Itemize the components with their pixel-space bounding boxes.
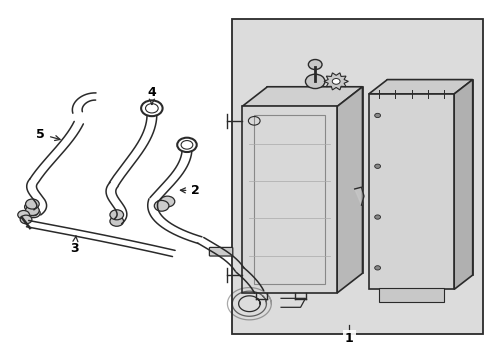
Polygon shape [336, 87, 362, 293]
Circle shape [374, 164, 380, 168]
Circle shape [27, 204, 35, 210]
Circle shape [154, 201, 168, 211]
Circle shape [30, 210, 38, 216]
Polygon shape [354, 187, 363, 205]
Circle shape [374, 113, 380, 118]
FancyBboxPatch shape [209, 247, 232, 256]
FancyBboxPatch shape [232, 19, 483, 334]
Text: 3: 3 [70, 236, 79, 255]
Circle shape [27, 208, 40, 218]
Text: 5: 5 [36, 127, 60, 141]
Circle shape [110, 210, 123, 220]
Polygon shape [242, 107, 336, 293]
Circle shape [331, 78, 339, 84]
Text: 1: 1 [344, 332, 353, 345]
FancyBboxPatch shape [378, 288, 444, 302]
Circle shape [305, 74, 325, 89]
Polygon shape [386, 80, 472, 275]
Circle shape [110, 216, 123, 226]
Circle shape [20, 215, 32, 224]
Text: 4: 4 [147, 86, 156, 104]
Circle shape [25, 199, 39, 209]
Circle shape [160, 196, 174, 207]
Polygon shape [368, 94, 453, 289]
Circle shape [374, 266, 380, 270]
Circle shape [18, 211, 29, 219]
Polygon shape [368, 80, 472, 94]
Polygon shape [242, 87, 362, 107]
Text: 2: 2 [180, 184, 200, 197]
Polygon shape [267, 87, 362, 273]
Circle shape [374, 215, 380, 219]
Circle shape [25, 206, 39, 216]
Circle shape [308, 59, 322, 69]
Polygon shape [324, 73, 347, 90]
Circle shape [24, 202, 37, 212]
Polygon shape [453, 80, 472, 289]
